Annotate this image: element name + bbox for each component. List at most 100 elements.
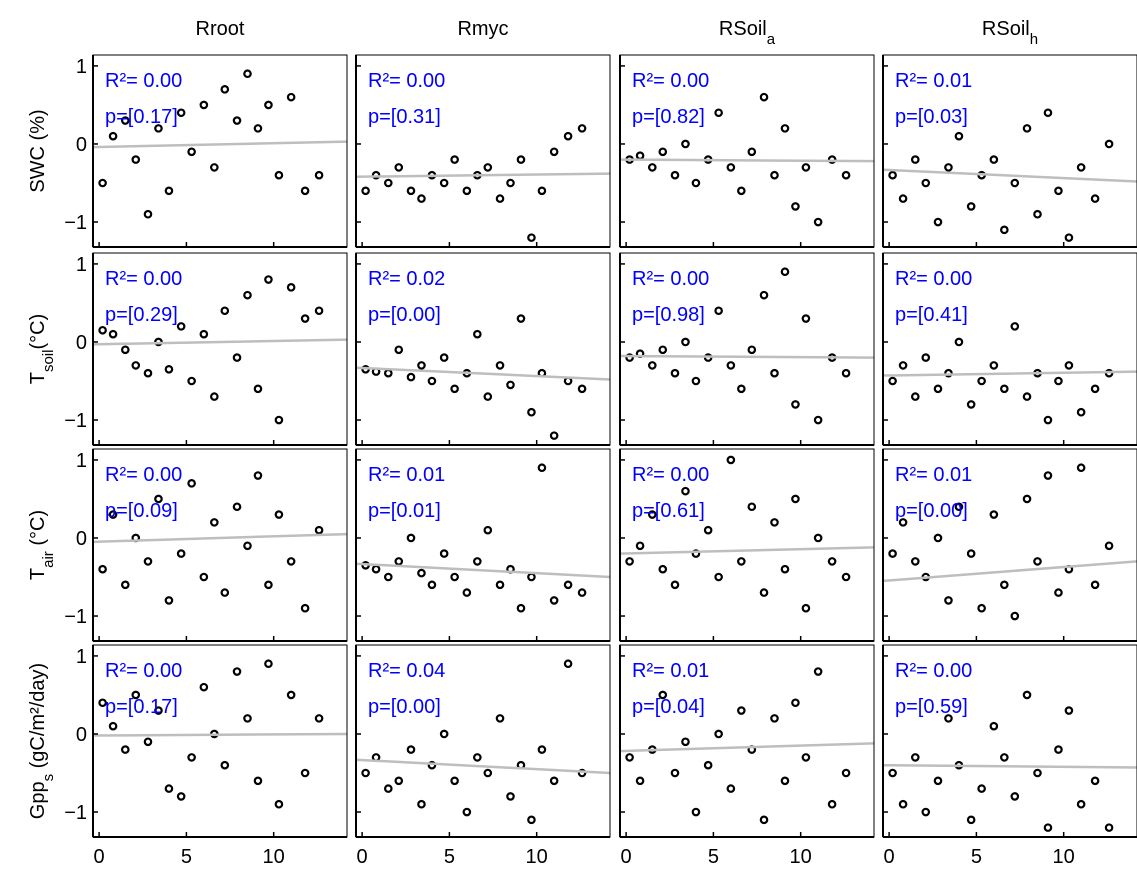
point [1104,541,1114,551]
point [220,760,230,770]
point [747,345,757,355]
point [300,314,310,323]
point [243,69,252,79]
y-tick-label: 1 [76,254,87,276]
panel: R²= 0.00 p=[0.41] [882,252,1137,446]
point [813,415,823,425]
point [495,580,505,590]
point [537,186,547,196]
stat-annotation: R²= 0.00 [632,268,709,290]
point [747,502,757,512]
point [406,533,416,543]
point [1022,392,1032,401]
stat-annotation: R²= 0.00 [895,268,972,290]
stat-annotation: R²= 0.01 [632,660,709,682]
point [210,518,219,527]
x-tick-label: 0 [357,846,368,868]
point [537,463,547,473]
point [921,178,931,188]
point [780,124,790,133]
points [356,463,610,613]
point [439,549,449,558]
point [187,753,196,762]
fit-line [93,732,347,737]
point [1033,209,1042,219]
point [737,557,746,566]
point [1010,792,1020,801]
point [406,372,416,382]
label-sub: s [40,774,57,782]
point [1000,580,1009,590]
point [176,792,186,801]
point [164,186,174,196]
column-title: Rroot [196,18,245,40]
point [394,776,404,786]
point [801,603,811,613]
point [726,784,736,793]
point [691,178,701,188]
point [1054,376,1063,386]
point [417,799,426,809]
point [977,784,986,793]
point [954,131,964,141]
point [647,163,657,172]
point [232,502,242,512]
y-tick-label: 0 [76,724,87,746]
label-main: RSoil [982,18,1030,40]
point [759,588,769,597]
point [681,486,690,496]
point [154,124,163,133]
panel: 0 5 10 R²= 0.04 p=[0.00] [355,644,611,868]
point [681,337,690,347]
point [933,533,943,543]
x-tick-label: 10 [263,846,285,868]
fit-line [620,158,874,163]
point [176,322,186,331]
point [506,792,515,801]
point [1090,580,1100,590]
fit-line [620,742,874,753]
point [625,557,634,566]
point [98,178,107,188]
point [439,178,449,188]
point [120,745,130,754]
point [549,776,559,786]
points [883,322,1137,425]
panel: R²= 0.00 p=[0.98] [619,252,875,446]
point [691,807,701,817]
point [888,170,897,180]
point [888,549,897,558]
point [1064,361,1074,370]
point [120,580,130,590]
stat-annotation: p=[0.03] [895,106,968,128]
point [314,525,324,535]
point [383,368,393,378]
point [791,494,800,504]
stat-annotation: R²= 0.00 [632,70,709,92]
y-tick-label: 0 [76,528,87,550]
point [910,155,920,164]
point [516,314,526,323]
fit-line [883,763,1137,769]
point [264,275,273,284]
point [108,329,118,339]
points [93,275,347,425]
point [187,147,196,157]
x-tick-label: 0 [884,846,895,868]
point [791,400,800,409]
point [898,194,908,203]
point [770,368,779,378]
point [527,233,536,242]
point [635,541,645,551]
point [577,384,587,394]
point [495,194,505,203]
point [264,659,273,669]
point [131,690,141,700]
point [658,564,668,574]
points [883,690,1137,832]
point [1104,823,1114,832]
stat-annotation: p=[0.00] [368,304,441,326]
point [427,580,437,590]
point [187,479,196,488]
stat-annotation: p=[0.82] [632,106,705,128]
